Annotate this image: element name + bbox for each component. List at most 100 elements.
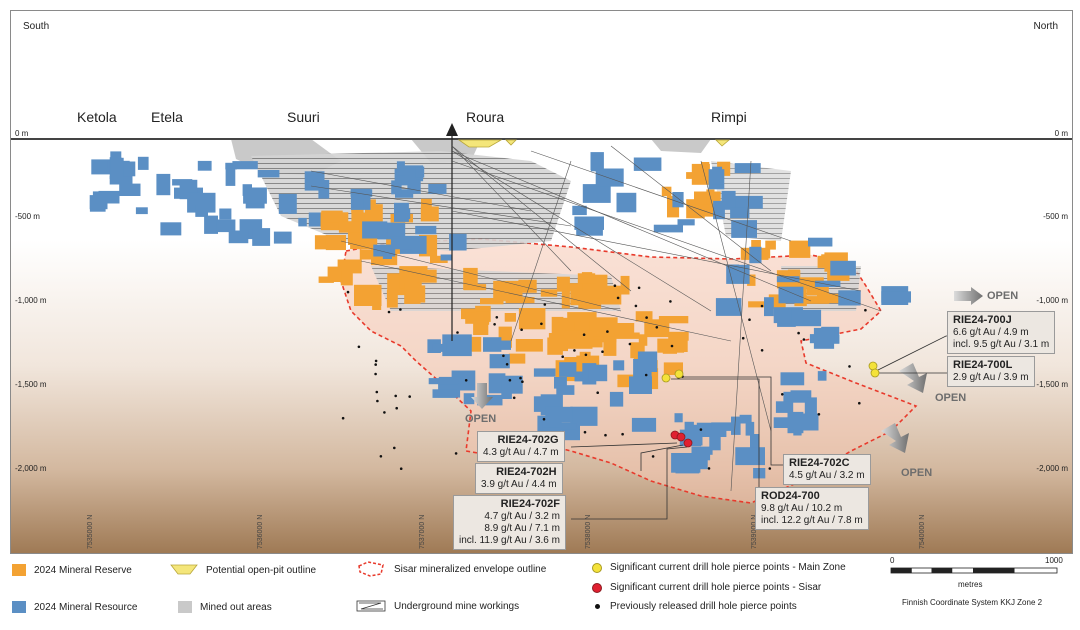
coordinate-system: Finnish Coordinate System KKJ Zone 2 [902, 598, 1043, 607]
envelope-swatch [358, 561, 384, 577]
legend-item-reserve: 2024 Mineral Reserve [12, 564, 132, 576]
open-pit-outline [505, 139, 517, 146]
mineral-resource-block [713, 200, 725, 220]
previous-pierce-point [387, 310, 391, 314]
coord-label: 7537000 N [419, 514, 426, 549]
mineral-reserve-block [661, 186, 672, 197]
mineral-reserve-block [614, 332, 640, 339]
mineral-reserve-block [515, 339, 543, 352]
previous-pierce-point [748, 318, 751, 322]
depth-label-500-right: -500 m [1043, 212, 1068, 221]
callout-rie24-702h: RIE24-702H 3.9 g/t Au / 4.4 m [475, 463, 563, 494]
callout-line: 4.7 g/t Au / 3.2 m [484, 511, 560, 522]
mineral-resource-block [391, 180, 402, 195]
callout-rie24-702c: RIE24-702C 4.5 g/t Au / 3.2 m [783, 454, 871, 485]
area-label-suuri: Suuri [287, 109, 320, 125]
mineral-resource-block [135, 207, 148, 215]
drill-hole-trace [530, 150, 792, 242]
previous-pierce-point [741, 336, 745, 340]
previous-pierce-point [573, 349, 576, 352]
mineral-reserve-block [668, 331, 689, 341]
mineral-resource-block [715, 298, 742, 316]
mineral-resource-block [304, 171, 325, 191]
mineral-resource-block [137, 156, 149, 170]
mineral-resource-block [533, 368, 556, 377]
sisar-pierce-point [683, 438, 693, 448]
mineral-resource-block [395, 189, 414, 198]
legend-label: 2024 Mineral Resource [34, 601, 138, 613]
drill-hole-trace [451, 150, 812, 302]
mineral-resource-block [119, 183, 141, 196]
previous-pierce-point [493, 323, 496, 326]
callout-line: 9.8 g/t Au / 10.2 m [761, 503, 843, 514]
mineral-resource-block [633, 157, 662, 171]
mineral-resource-block [195, 204, 208, 217]
mineral-reserve-block [687, 204, 717, 217]
mineral-resource-block [745, 421, 755, 436]
previous-pierce-point [542, 417, 546, 421]
mineral-resource-block [415, 166, 425, 178]
mineral-resource-block [817, 371, 827, 381]
mineral-resource-block [225, 165, 236, 186]
drill-hole-trace [340, 240, 622, 312]
previous-pierce-point [357, 345, 361, 349]
mineral-reserve-block [806, 285, 829, 296]
mineral-resource-block [373, 244, 396, 257]
mineral-reserve-block [504, 313, 516, 322]
mineral-reserve-block [620, 275, 630, 295]
callout-title: RIE24-702F [500, 498, 560, 510]
open-label: OPEN [465, 413, 497, 425]
depth-label-1500: -1,500 m [15, 380, 47, 389]
mineral-resource-block [881, 291, 911, 298]
mineral-resource-block [216, 219, 236, 233]
mineral-reserve-block [480, 298, 504, 305]
open-pit-outline [715, 139, 731, 147]
previous-pierce-point [512, 396, 516, 400]
mineral-resource-block [677, 219, 695, 226]
mineral-reserve-block [508, 353, 526, 364]
open-label: OPEN [935, 392, 967, 404]
previous-point-icon [595, 604, 600, 609]
mineral-resource-block [483, 337, 502, 352]
previous-pierce-point [408, 395, 412, 398]
legend-label: 2024 Mineral Reserve [34, 564, 132, 576]
mineral-reserve-block [386, 290, 398, 308]
mineral-resource-block [92, 191, 113, 203]
mined-out-swatch [178, 601, 192, 613]
mineral-resource-block [559, 362, 577, 377]
mineral-resource-block [390, 236, 413, 250]
open-arrow [881, 423, 909, 453]
mineral-reserve-block [518, 308, 546, 330]
mineral-resource-block [172, 179, 193, 186]
previous-pierce-point [583, 430, 587, 434]
mineral-resource-block [776, 276, 800, 283]
mineral-reserve-block [751, 240, 761, 248]
callout-rie24-700l: RIE24-700L 2.9 g/t Au / 3.9 m [947, 356, 1035, 387]
mineral-resource-block [91, 159, 111, 175]
mineral-resource-block [672, 192, 684, 208]
previous-pierce-point [655, 326, 659, 329]
callout-line: incl. 11.9 g/t Au / 3.6 m [459, 535, 560, 546]
scale-unit: metres [958, 580, 983, 589]
mineral-resource-block [726, 264, 750, 284]
mineral-reserve-block [612, 323, 635, 334]
mineral-resource-block [542, 427, 560, 435]
drill-hole-trace [451, 160, 882, 312]
mineral-resource-block [463, 393, 475, 405]
mineral-resource-block [273, 231, 292, 244]
callout-line: 6.6 g/t Au / 4.9 m [953, 327, 1029, 338]
mineral-resource-block [574, 216, 604, 230]
mineral-reserve-block [794, 277, 824, 289]
sisar-pierce-point [676, 432, 686, 442]
mineral-resource-block [362, 221, 388, 239]
main-zone-pierce-point [870, 368, 880, 378]
mineral-resource-block [733, 195, 763, 209]
previous-pierce-point [604, 433, 607, 437]
mineral-resource-block [764, 297, 774, 317]
mineral-resource-block [554, 377, 567, 389]
legend-item-main-zone: Significant current drill hole pierce po… [592, 562, 846, 573]
mineral-resource-block [595, 168, 624, 187]
previous-pierce-point [454, 452, 458, 455]
mineral-resource-block [813, 327, 835, 349]
callout-line: 4.5 g/t Au / 3.2 m [789, 470, 865, 481]
